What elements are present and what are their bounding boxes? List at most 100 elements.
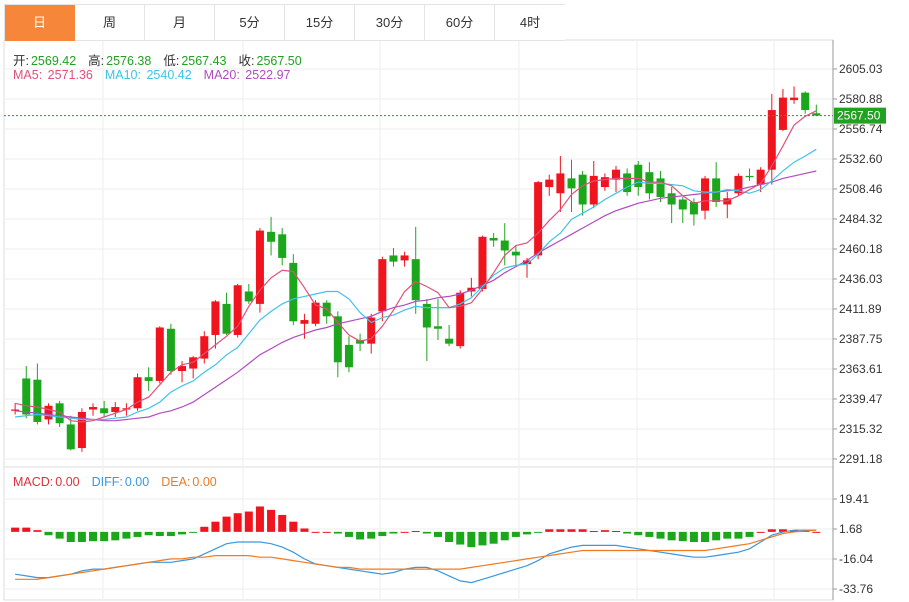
candle-body [689,201,698,215]
macd-bar [456,531,465,545]
candle-body [656,178,665,198]
macd-bar [567,529,576,532]
macd-bar [656,531,665,539]
macd-bar [311,531,320,533]
high-value: 2576.38 [106,54,152,68]
macd-bar [400,531,409,533]
macd-bar [100,531,109,542]
candle-body [433,326,442,329]
candle-body [278,234,287,258]
last-price-label: 2567.50 [837,109,881,123]
ma5-label: MA5: [13,68,43,82]
macd-bar [433,531,442,537]
macd-bar [701,531,710,543]
close-value: 2567.50 [256,54,302,68]
candle-body [222,303,231,334]
price-tick-label: 2605.03 [839,62,883,76]
candle-body [367,317,376,344]
macd-bar [344,531,353,537]
tab-60min[interactable]: 60分 [425,5,495,41]
candle-body [545,179,554,188]
candle-body [55,403,64,424]
candle-body [456,292,465,347]
candle-body [333,316,342,363]
candle-body [500,240,509,251]
price-tick-label: 2532.60 [839,152,883,166]
candle-body [600,177,609,188]
candle-body [522,260,531,265]
macd-bar [267,509,276,532]
price-tick-label: 2460.18 [839,242,883,256]
ma5-value: 2571.36 [47,68,93,82]
candle-body [200,336,209,359]
candle-body [11,409,20,411]
macd-bar [122,531,131,539]
tab-week[interactable]: 周 [75,5,145,41]
macd-bar [322,531,331,533]
price-tick-label: 2556.74 [839,122,883,136]
price-tick-label: 2339.47 [839,392,883,406]
macd-bar [678,531,687,542]
macd-tick-label: 19.41 [839,492,869,506]
price-tick-label: 2387.75 [839,332,883,346]
ma-legend: MA5: 2571.36 MA10: 2540.42 MA20: 2522.97 [13,68,292,82]
ohlc-legend: 开: 2569.42 高: 2576.38 低: 2567.43 收: 2567.50 [13,50,304,69]
candle-body [300,320,309,324]
tab-month[interactable]: 月 [145,5,215,41]
macd-bar [723,531,732,539]
price-tick-label: 2484.32 [839,212,883,226]
macd-bar [467,531,476,548]
tab-day[interactable]: 日 [5,5,75,41]
macd-bar [600,530,609,532]
macd-tick-label: 1.68 [839,522,863,536]
macd-bar [422,531,431,534]
candle-body [267,231,276,242]
macd-bar [77,531,86,543]
candle-body [400,255,409,261]
macd-bar [500,531,509,541]
tab-15min[interactable]: 15分 [285,5,355,41]
candle-body [734,175,743,194]
candle-body [445,338,454,344]
candle-body [378,259,387,312]
macd-bar [333,531,342,534]
candle-body [567,178,576,189]
high-label: 高: [88,54,105,68]
macd-bar [44,531,53,536]
tab-4hour[interactable]: 4时 [495,5,565,41]
macd-bar [66,531,75,543]
macd-bar [155,531,164,537]
candle-body [422,303,431,328]
candle-body [144,377,153,381]
candle-body [489,238,498,241]
candle-body [211,301,220,335]
candle-body [701,178,710,211]
candle-body [667,193,676,205]
dea-value: 0.00 [192,475,217,489]
candle-body [511,251,520,256]
macd-bar [712,531,721,541]
candle-body [790,97,799,101]
candle-body [178,366,187,371]
macd-bar [734,531,743,539]
tab-30min[interactable]: 30分 [355,5,425,41]
macd-bar [300,528,309,532]
candle-body [756,169,765,185]
candle-body [344,344,353,368]
candle-body [745,175,754,178]
macd-bar [534,531,543,533]
open-label: 开: [13,54,29,68]
candle-body [801,92,810,111]
macd-bar [612,531,621,533]
price-tick-label: 2508.46 [839,182,883,196]
macd-bar [645,531,654,537]
macd-bar [745,531,754,537]
macd-bar [812,531,821,533]
diff-label: DIFF: [91,475,123,489]
candle-body [478,236,487,289]
ma10-value: 2540.42 [146,68,192,82]
ma5-line [14,110,817,423]
tab-5min[interactable]: 5分 [215,5,285,41]
